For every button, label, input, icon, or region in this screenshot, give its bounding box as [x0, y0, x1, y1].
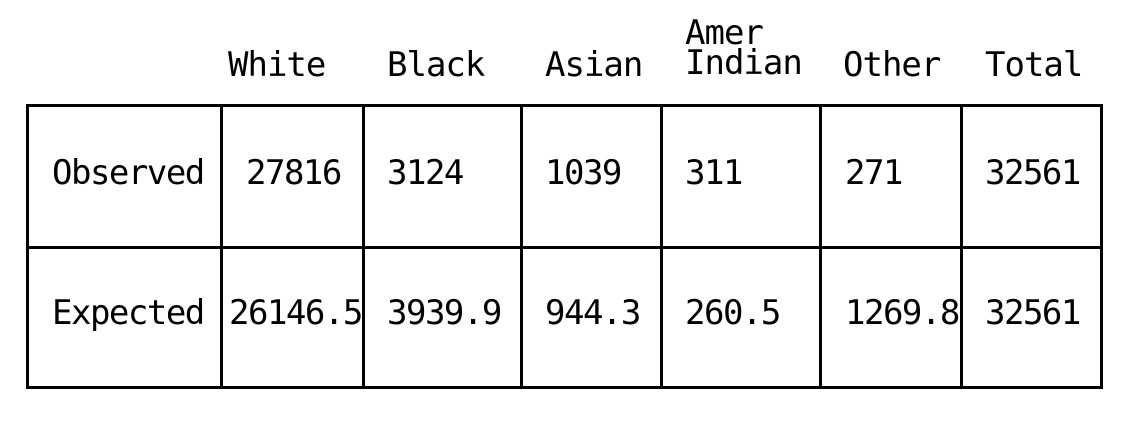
- cell-expected-total: 32561: [985, 293, 1081, 333]
- row-label-expected: Expected: [52, 293, 205, 333]
- cell-expected-black: 3939.9: [387, 293, 502, 333]
- cell-observed-white: 27816: [246, 153, 342, 193]
- row-divider: [29, 246, 1103, 249]
- cell-expected-asian: 944.3: [545, 293, 641, 333]
- cell-observed-black: 3124: [387, 153, 464, 193]
- cell-observed-asian: 1039: [545, 153, 622, 193]
- column-header-white: White: [228, 45, 326, 85]
- cell-expected-amer-indian: 260.5: [685, 293, 781, 333]
- cell-expected-white: 26146.5: [229, 293, 363, 333]
- cell-observed-other: 271: [845, 153, 903, 193]
- cell-expected-other: 1269.8: [845, 293, 960, 333]
- data-table: [26, 104, 1103, 389]
- column-header-asian: Asian: [545, 45, 643, 85]
- column-header-total: Total: [985, 45, 1083, 85]
- cell-observed-total: 32561: [985, 153, 1081, 193]
- row-label-observed: Observed: [52, 153, 205, 193]
- column-header-other: Other: [843, 45, 941, 85]
- table-bottom-border: [29, 386, 1103, 389]
- column-header-black: Black: [387, 45, 485, 85]
- cell-observed-amer-indian: 311: [685, 153, 743, 193]
- column-header-amer-indian: Amer Indian: [685, 13, 803, 83]
